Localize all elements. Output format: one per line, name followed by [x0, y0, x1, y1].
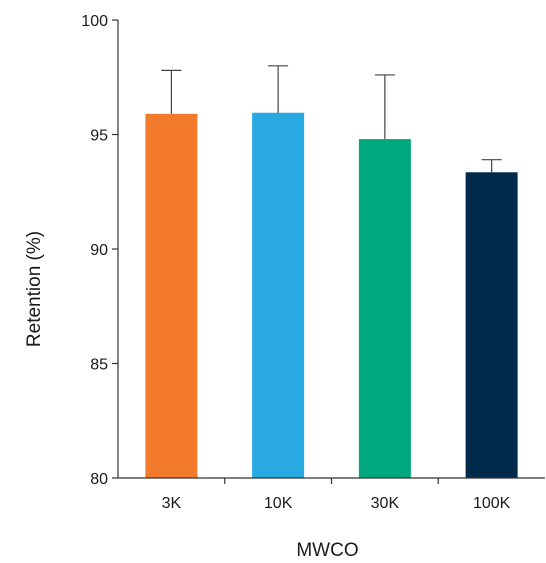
y-tick-label-80: 80: [90, 471, 108, 488]
bar-100K: [465, 172, 518, 478]
bar-3K: [145, 113, 198, 478]
bars-layer: [145, 112, 518, 479]
bar-30K: [358, 139, 411, 478]
x-ticks-layer: 3K 10K 30K 100K: [162, 478, 511, 512]
y-tick-label-95: 95: [90, 128, 108, 145]
x-tick-label-100K: 100K: [473, 495, 511, 512]
y-tick-label-90: 90: [90, 242, 108, 259]
x-tick-label-30K: 30K: [371, 495, 400, 512]
x-tick-label-3K: 3K: [162, 495, 182, 512]
y-axis-title: Retention (%): [24, 231, 45, 347]
error-bars-layer: [161, 65, 502, 173]
y-tick-label-85: 85: [90, 357, 108, 374]
bar-10K: [252, 112, 305, 479]
y-ticks-layer: 80 85 90 95 100: [81, 13, 118, 488]
y-tick-label-100: 100: [81, 13, 108, 30]
x-tick-label-10K: 10K: [264, 495, 293, 512]
x-axis-title: MWCO: [296, 540, 358, 561]
